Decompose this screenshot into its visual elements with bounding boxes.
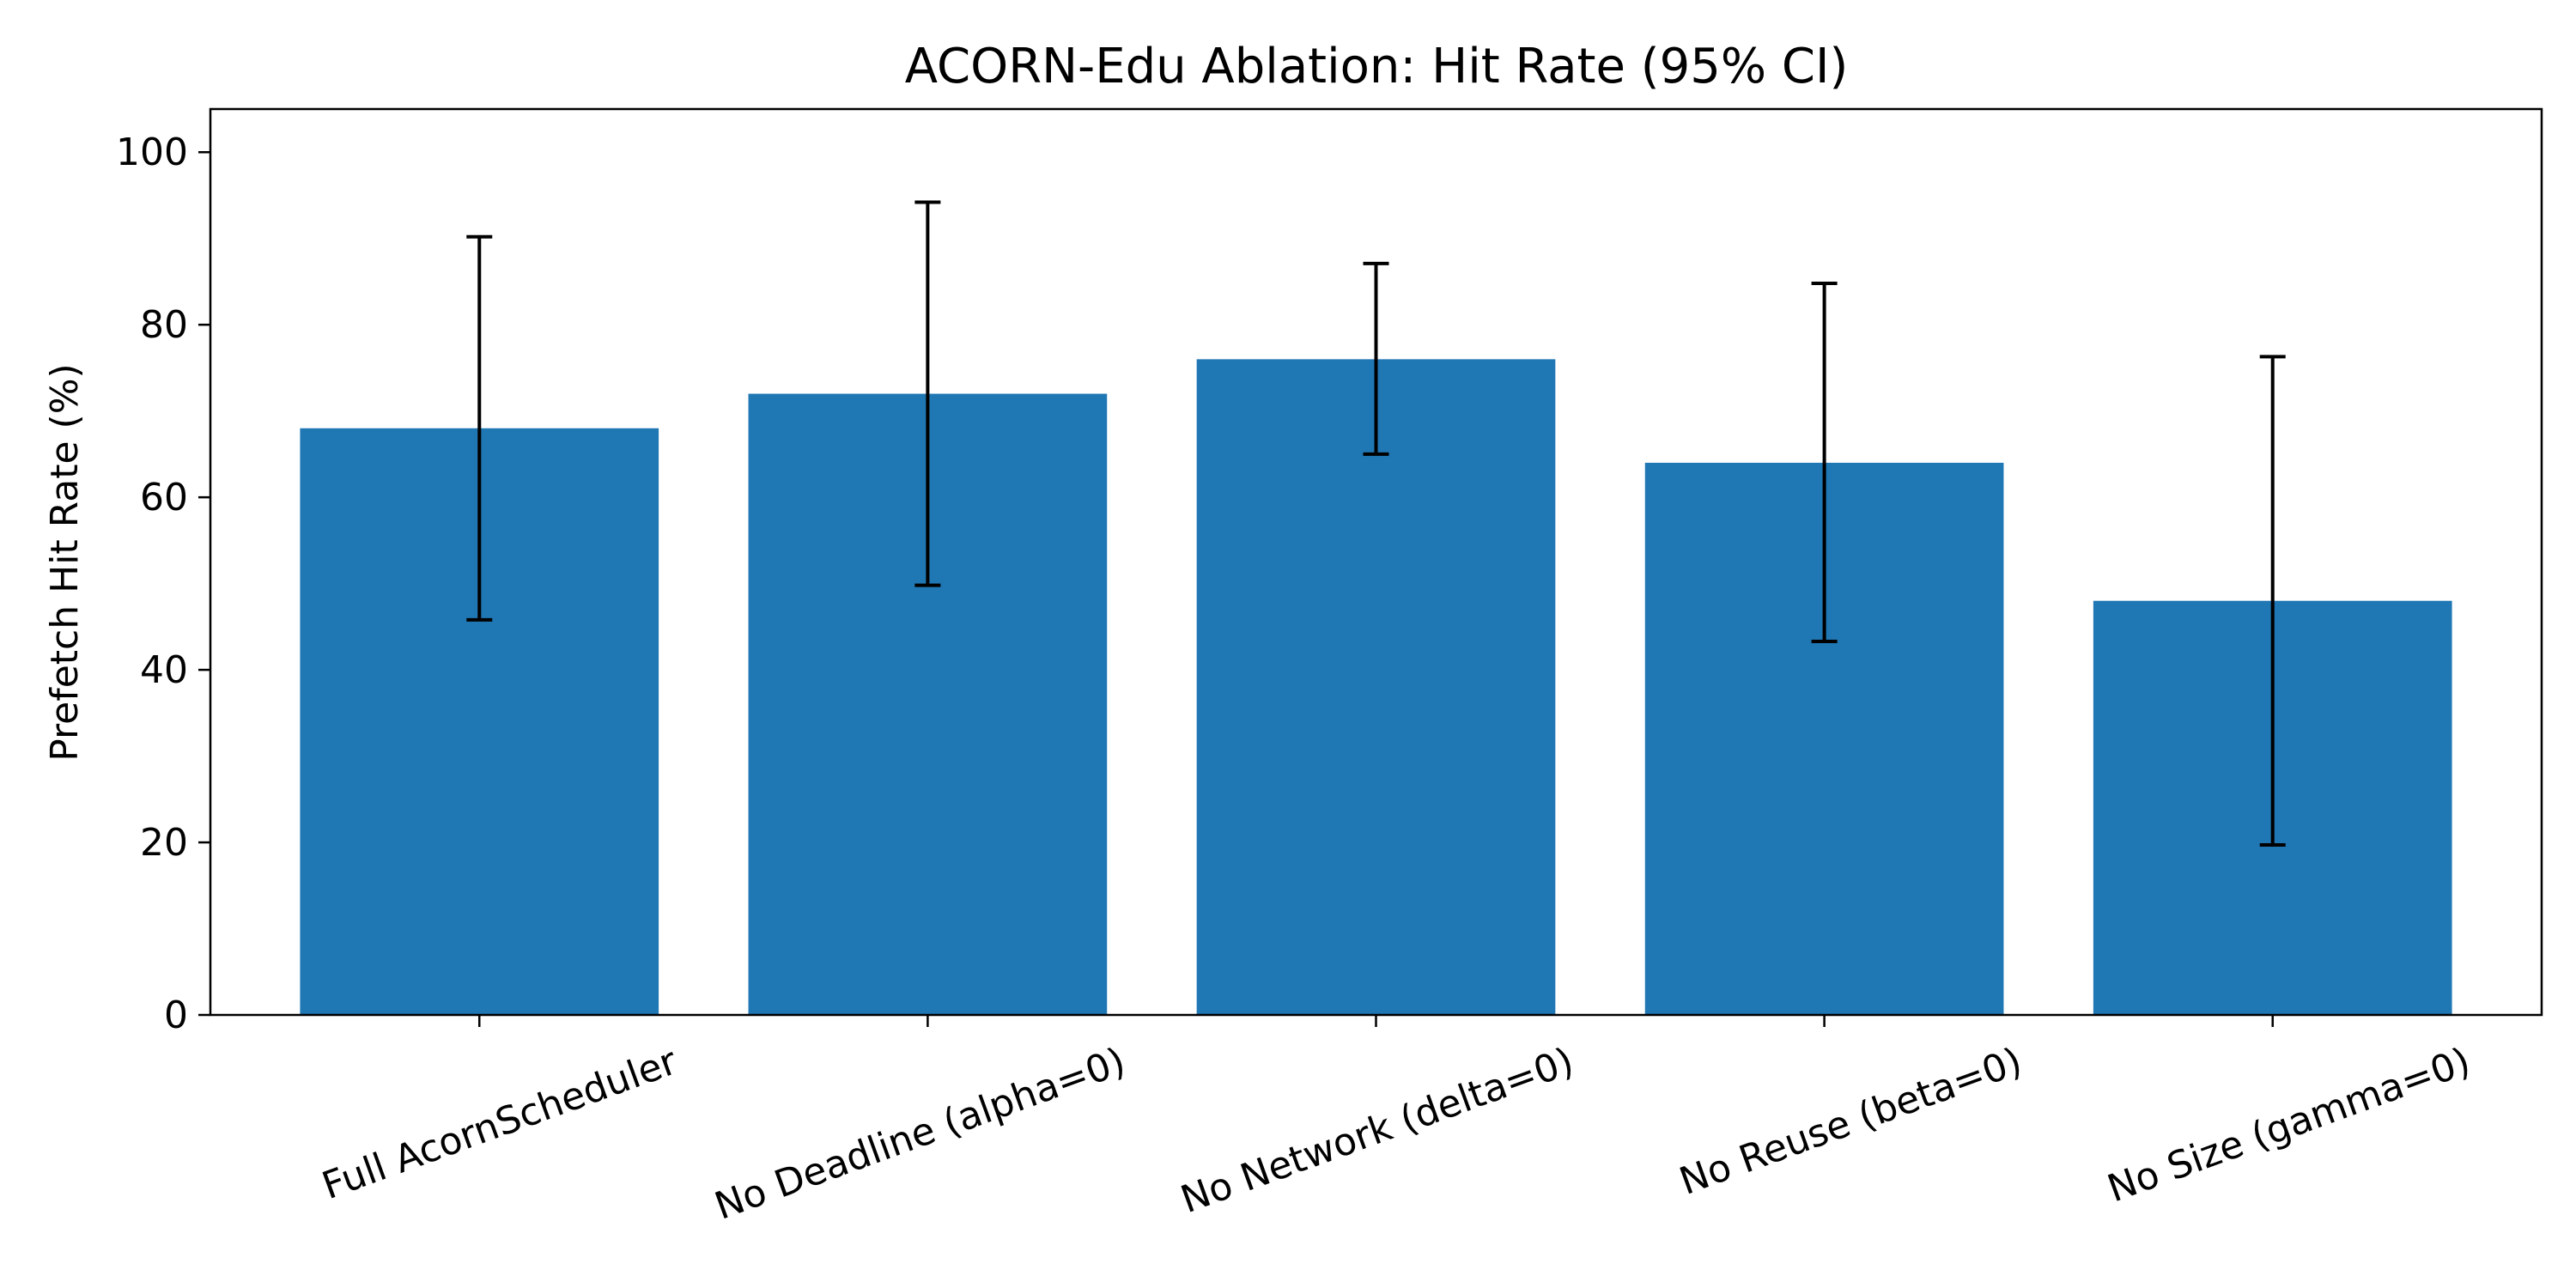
y-tick-label: 60	[140, 476, 188, 519]
y-tick-label: 80	[140, 303, 188, 347]
plot-frame	[209, 107, 2543, 1017]
bar-no-network-delta-0	[1196, 359, 1556, 1015]
chart-title: ACORN-Edu Ablation: Hit Rate (95% CI)	[905, 39, 1849, 94]
bars-layer	[300, 359, 2452, 1016]
y-tick-label: 0	[164, 993, 188, 1037]
y-tick-label: 20	[140, 821, 188, 865]
y-tick-label: 40	[140, 648, 188, 692]
errorbars-layer	[466, 200, 2286, 848]
y-axis-label: Prefetch Hit Rate (%)	[43, 363, 87, 761]
y-tick-label: 100	[116, 131, 188, 174]
